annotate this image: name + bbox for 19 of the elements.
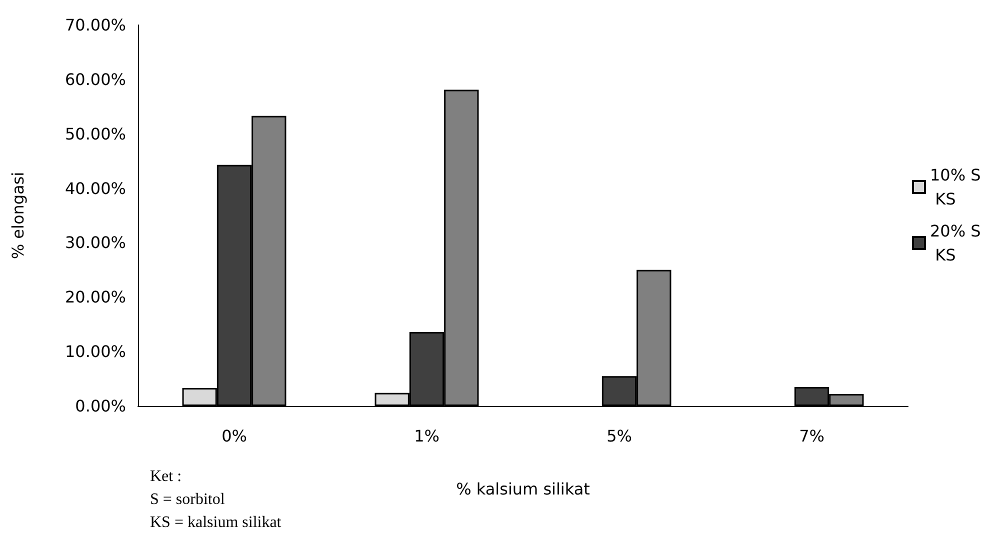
y-tick-label: 60.00% bbox=[64, 70, 126, 89]
x-tick-label: 1% bbox=[414, 426, 440, 446]
y-tick-label: 0.00% bbox=[75, 396, 126, 416]
text: KS = kalsium silikat bbox=[150, 513, 282, 533]
x-tick-label: 7% bbox=[799, 426, 824, 446]
y-tick-label: 70.00% bbox=[64, 16, 126, 34]
x-tick-label: 0% bbox=[222, 426, 247, 446]
text: S = sorbitol bbox=[150, 490, 226, 510]
x-axis-title: % kalsium silikat bbox=[456, 480, 590, 498]
legend-label: 20% S KS bbox=[930, 222, 981, 264]
y-tick-label: 20.00% bbox=[64, 288, 126, 307]
y-axis-title: % elongasi bbox=[8, 172, 28, 260]
x-tick-label: 5% bbox=[606, 426, 632, 446]
y-tick-label: 50.00% bbox=[64, 124, 126, 144]
y-tick-label: 10.00% bbox=[64, 342, 126, 362]
legend-label: 10% S KS bbox=[930, 166, 981, 208]
y-tick-label: 30.00% bbox=[64, 233, 126, 252]
y-tick-label: 40.00% bbox=[64, 178, 126, 198]
text: Ket : bbox=[150, 467, 183, 487]
